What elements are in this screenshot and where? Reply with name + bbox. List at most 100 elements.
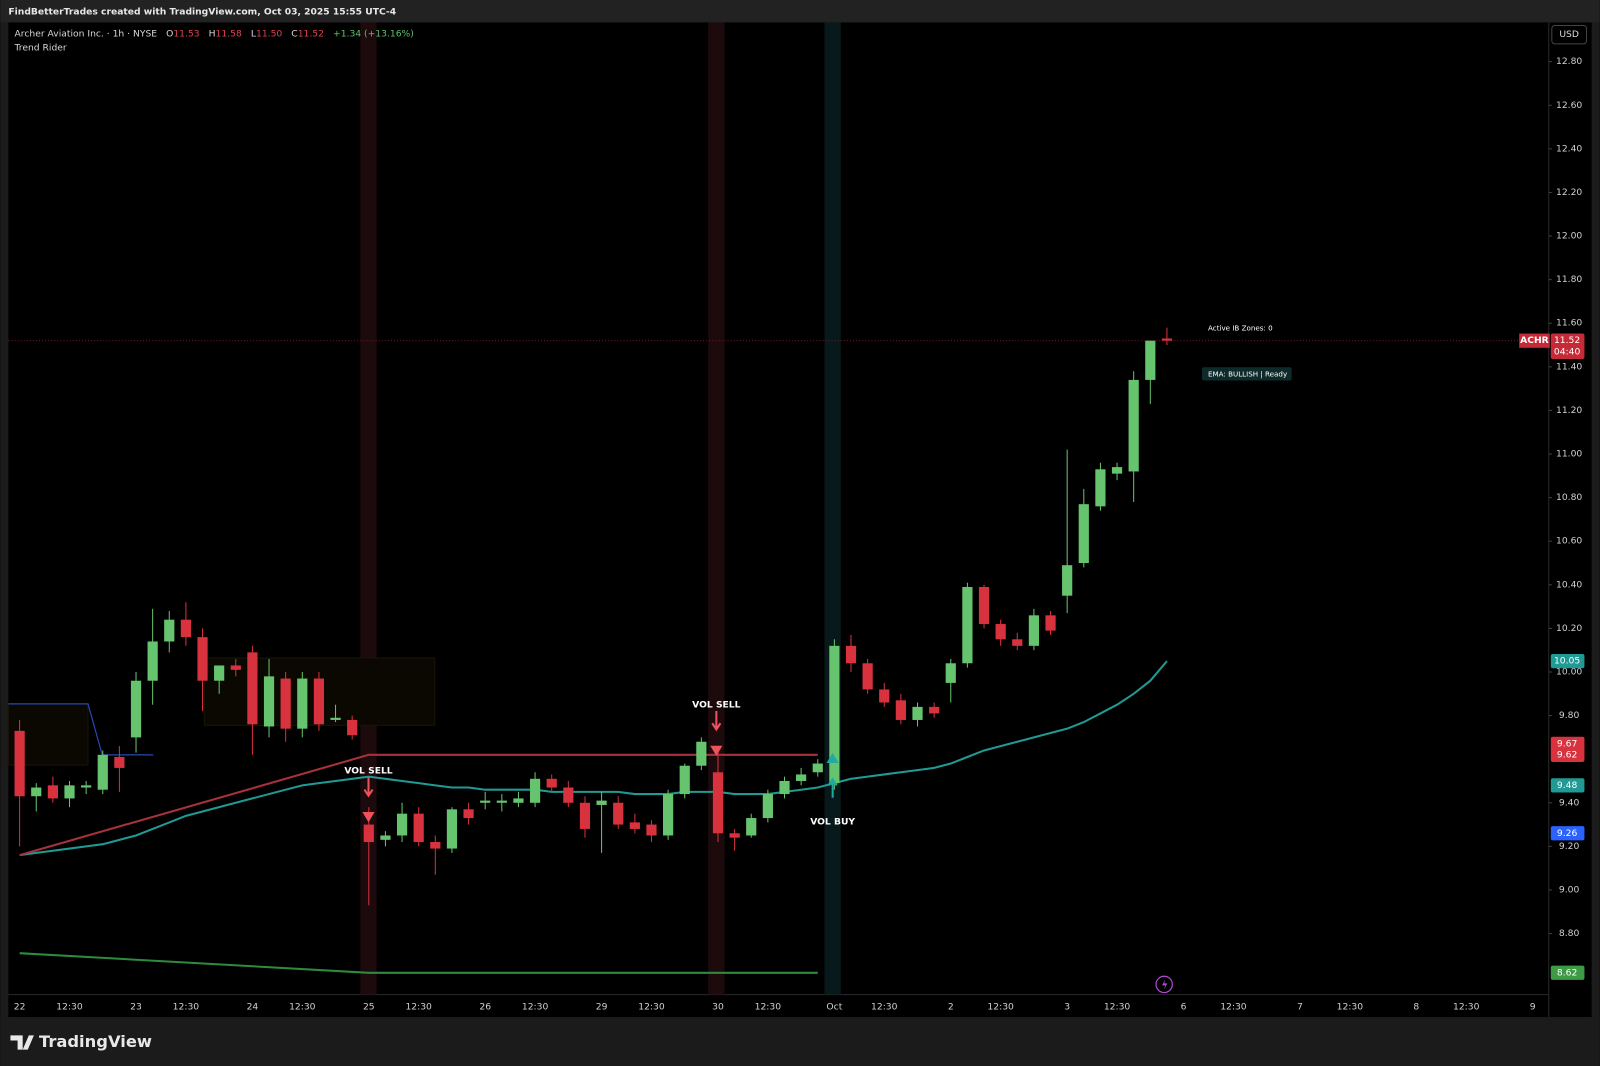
- candle-body: [945, 663, 956, 683]
- candle-body: [147, 641, 158, 681]
- x-tick-label: 29: [596, 1001, 608, 1012]
- price-badge: [1550, 736, 1585, 752]
- indicator-line: [19, 753, 818, 857]
- x-tick-label: 12:30: [1220, 1001, 1247, 1012]
- signal-column: [360, 22, 377, 995]
- legend-o-label: O: [166, 28, 173, 39]
- candle-body: [613, 802, 624, 825]
- candle-body: [962, 586, 973, 664]
- price-badge: [1550, 965, 1585, 980]
- candle-body: [396, 813, 408, 836]
- candle-body: [729, 833, 740, 838]
- price-badge: [1550, 747, 1585, 762]
- x-tick-label: Oct: [826, 1001, 842, 1012]
- legend-line: Archer Aviation Inc. · 1h · NYSE O11.53 …: [15, 28, 414, 39]
- signal-triangle: [826, 752, 839, 764]
- y-tick-label: 9.00: [1559, 884, 1580, 895]
- candle-body: [97, 754, 108, 790]
- candle-body: [812, 763, 823, 773]
- candle-body: [1095, 469, 1106, 507]
- candle-body: [579, 802, 591, 829]
- candle-body: [995, 624, 1006, 640]
- x-tick-label: 12:30: [56, 1001, 83, 1012]
- indicator-line: [8, 703, 154, 756]
- candle-body: [14, 730, 25, 797]
- candle-body: [829, 645, 840, 784]
- candle-body: [1145, 340, 1156, 380]
- signal-triangle: [362, 811, 375, 823]
- x-tick-label: 7: [1297, 1001, 1303, 1012]
- y-tick-label: 9.40: [1559, 797, 1580, 808]
- legend-change: +1.34 (+13.16%): [333, 28, 414, 39]
- candle-body: [164, 619, 175, 642]
- candle-body: [1062, 565, 1073, 596]
- signal-arrow: [363, 777, 374, 798]
- legend-symbol: Archer Aviation Inc. · 1h · NYSE: [15, 28, 158, 39]
- alert-icon[interactable]: [1155, 975, 1173, 994]
- y-tick-label: 12.80: [1556, 56, 1582, 67]
- y-tick-label: 10.80: [1556, 492, 1582, 503]
- candle-body: [929, 706, 940, 714]
- candle-body: [347, 719, 358, 736]
- x-tick-label: 12:30: [1453, 1001, 1480, 1012]
- x-tick-label: 6: [1181, 1001, 1187, 1012]
- plot: 12.80 12.60 12.40 12.20 12.00 11.80 11.60 11.40…: [8, 56, 1585, 1012]
- x-tick-label: 23: [130, 1001, 142, 1012]
- x-tick-label: 12:30: [638, 1001, 665, 1012]
- price-badge-label: 9.26: [1557, 828, 1578, 839]
- candle-body: [862, 663, 873, 690]
- currency-button[interactable]: [1551, 24, 1588, 45]
- candle-body: [1111, 467, 1123, 474]
- legend-h-value: 11.58: [216, 28, 242, 39]
- candle-body: [646, 824, 657, 836]
- x-tick-label: 12:30: [289, 1001, 316, 1012]
- candle-body: [712, 772, 724, 834]
- legend-c-label: C: [291, 28, 297, 39]
- y-tick-label: 12.00: [1556, 231, 1582, 242]
- x-tick-label: 8: [1413, 1001, 1419, 1012]
- y-tick-label: 12.20: [1556, 187, 1582, 198]
- y-tick-label: 11.80: [1556, 274, 1582, 285]
- candle-body: [596, 800, 607, 805]
- candle-body: [130, 680, 142, 738]
- candle-body: [978, 586, 990, 625]
- candle-body: [330, 717, 341, 720]
- candle-body: [214, 665, 225, 681]
- top-bar: [0, 0, 1600, 23]
- y-tick-label: 9.20: [1559, 841, 1580, 852]
- y-tick-label: 12.40: [1556, 143, 1582, 154]
- signal-column: [824, 22, 841, 995]
- candle-body: [879, 689, 890, 703]
- legend-indicator: Trend Rider: [14, 42, 67, 53]
- x-tick-label: 12:30: [405, 1001, 432, 1012]
- y-tick-label: 9.80: [1559, 710, 1580, 721]
- candle-body: [197, 637, 208, 681]
- candle-body: [297, 678, 308, 729]
- signal-label: VOL BUY: [810, 817, 855, 828]
- y-tick-label: 8.80: [1559, 928, 1580, 939]
- candle-body: [380, 835, 391, 840]
- price-badge-label: 9.67: [1557, 738, 1578, 749]
- price-badge: [1550, 826, 1585, 841]
- legend-o-value: 11.53: [173, 28, 199, 39]
- candle-body: [47, 785, 58, 799]
- signal-label: VOL SELL: [344, 766, 392, 777]
- indicator-line: [19, 952, 818, 974]
- candle-body: [247, 652, 258, 725]
- candle-body: [263, 676, 275, 727]
- price-badge-label: 8.62: [1557, 967, 1577, 978]
- zones-label: Active IB Zones: 0: [1208, 323, 1273, 332]
- footer: [0, 1017, 1600, 1066]
- x-tick-label: 22: [14, 1001, 26, 1012]
- candle-body: [912, 706, 923, 720]
- candle-body: [480, 800, 491, 803]
- ema-status-box: [1201, 367, 1292, 381]
- x-tick-label: 9: [1530, 1001, 1536, 1012]
- x-tick-label: 12:30: [1337, 1001, 1364, 1012]
- symbol-badge-label: ACHR: [1520, 335, 1549, 346]
- candle-body: [796, 774, 807, 781]
- candle-body: [696, 741, 707, 766]
- y-tick-label: 11.60: [1556, 318, 1582, 329]
